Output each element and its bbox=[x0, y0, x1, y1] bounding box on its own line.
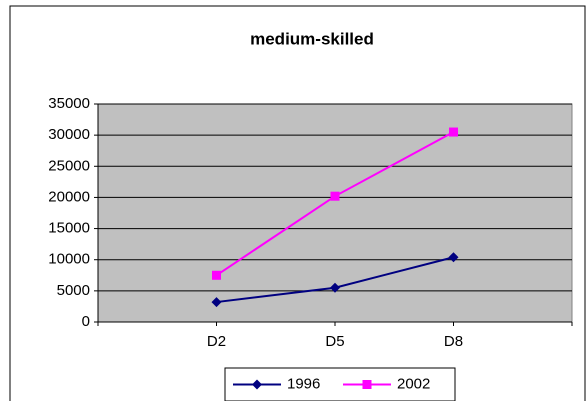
y-tick-label: 20000 bbox=[48, 188, 90, 205]
data-point bbox=[212, 270, 221, 280]
data-point bbox=[330, 191, 340, 201]
legend-box bbox=[224, 367, 456, 401]
data-point bbox=[330, 282, 340, 293]
legend-marker bbox=[362, 380, 372, 389]
x-tick-label: D2 bbox=[207, 333, 226, 350]
data-point bbox=[449, 127, 458, 137]
legend-marker bbox=[252, 379, 262, 390]
x-tick-label: D8 bbox=[444, 333, 463, 350]
chart-title: medium-skilled bbox=[250, 29, 374, 48]
chart-frame bbox=[9, 5, 586, 401]
x-tick-label: D5 bbox=[325, 333, 344, 350]
legend-label: 1996 bbox=[287, 375, 320, 392]
data-point bbox=[211, 297, 222, 308]
y-tick-label: 10000 bbox=[48, 251, 90, 268]
y-tick-label: 25000 bbox=[48, 157, 90, 174]
y-tick-label: 0 bbox=[82, 313, 90, 330]
legend-label: 2002 bbox=[397, 375, 430, 392]
data-point bbox=[448, 252, 459, 263]
y-tick-label: 15000 bbox=[48, 220, 90, 237]
y-tick-label: 35000 bbox=[48, 95, 90, 112]
y-tick-label: 5000 bbox=[57, 282, 90, 299]
y-tick-label: 30000 bbox=[48, 126, 90, 143]
